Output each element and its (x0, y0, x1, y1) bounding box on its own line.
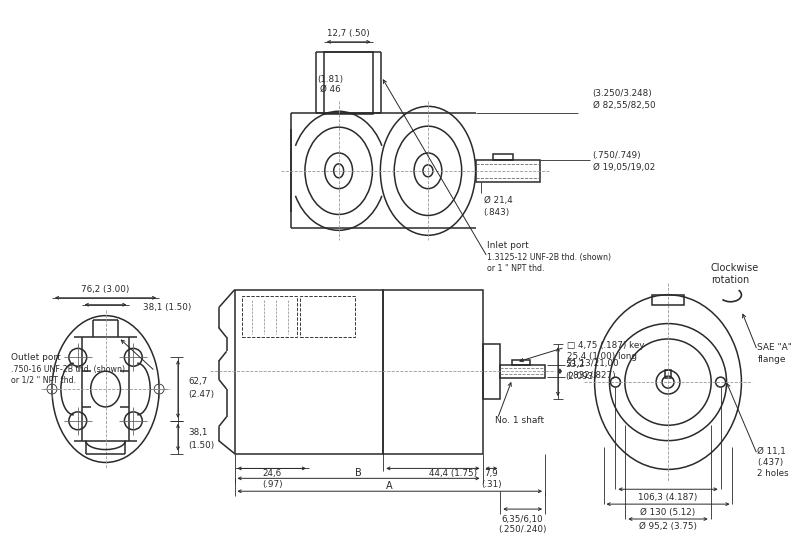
Text: or 1/2 " NPT thd.: or 1/2 " NPT thd. (11, 376, 77, 384)
Text: (.750/.749): (.750/.749) (593, 151, 642, 160)
Text: Ø 82,55/82,50: Ø 82,55/82,50 (593, 101, 655, 110)
Text: 44,4 (1.75): 44,4 (1.75) (429, 469, 477, 478)
Text: 76,2 (3.00): 76,2 (3.00) (82, 285, 130, 294)
Bar (300, 296, 354, 337)
Text: A: A (386, 481, 393, 491)
Text: (.97): (.97) (262, 480, 282, 489)
Text: 12,7 (.50): 12,7 (.50) (327, 29, 370, 39)
Text: Inlet port: Inlet port (487, 241, 530, 250)
Bar (383, 290, 482, 453)
Text: 1.3125-12 UNF-2B thd. (shown): 1.3125-12 UNF-2B thd. (shown) (487, 252, 611, 262)
Text: 24,6: 24,6 (262, 469, 282, 478)
Bar (475, 160, 540, 182)
Text: 7,9: 7,9 (485, 469, 498, 478)
Text: 6,35/6,10: 6,35/6,10 (502, 515, 543, 523)
Text: (.31): (.31) (481, 480, 502, 489)
Bar (500, 365, 545, 378)
Bar (665, 370, 671, 378)
Text: 53,2: 53,2 (565, 360, 584, 369)
Bar (482, 344, 500, 399)
Bar (234, 290, 383, 453)
Text: Ø 130 (5.12): Ø 130 (5.12) (640, 508, 696, 516)
Text: (.437): (.437) (758, 458, 783, 467)
Text: (2.47): (2.47) (188, 389, 214, 399)
Text: flange: flange (758, 355, 786, 364)
Bar (324, 52, 374, 114)
Text: 38,1 (1.50): 38,1 (1.50) (143, 303, 192, 312)
Text: Clockwise: Clockwise (710, 263, 759, 273)
Text: (1.81): (1.81) (318, 75, 344, 84)
Bar (652, 295, 684, 305)
Text: Ø 46: Ø 46 (321, 85, 341, 94)
Text: Outlet port: Outlet port (11, 353, 61, 362)
Text: Ø 21,4: Ø 21,4 (483, 196, 512, 205)
Text: 2 holes: 2 holes (758, 469, 789, 478)
Text: No. 1 shaft: No. 1 shaft (495, 416, 545, 425)
Text: rotation: rotation (710, 275, 749, 285)
Text: 62,7: 62,7 (188, 377, 207, 386)
Bar (512, 361, 530, 365)
Text: (2.093): (2.093) (565, 371, 597, 381)
Text: □ 4,75 (.187) key: □ 4,75 (.187) key (567, 341, 644, 350)
Text: Ø 19,05/19,02: Ø 19,05/19,02 (593, 163, 655, 172)
Text: (.832/.827): (.832/.827) (567, 371, 615, 380)
Text: Ø 11,1: Ø 11,1 (758, 447, 786, 456)
Text: 38,1: 38,1 (188, 428, 207, 437)
Text: Ø 95,2 (3.75): Ø 95,2 (3.75) (639, 522, 697, 532)
Text: B: B (355, 469, 362, 478)
Text: (3.250/3.248): (3.250/3.248) (593, 89, 652, 98)
Text: 21,13/21,00: 21,13/21,00 (567, 359, 619, 368)
Text: SAE "A": SAE "A" (758, 343, 792, 352)
Text: or 1 " NPT thd.: or 1 " NPT thd. (487, 263, 545, 273)
Text: 106,3 (4.187): 106,3 (4.187) (638, 493, 698, 502)
Text: (.250/.240): (.250/.240) (498, 526, 546, 534)
Text: .750-16 UNF-2B thd. (shown): .750-16 UNF-2B thd. (shown) (11, 365, 126, 374)
Bar (242, 296, 297, 337)
Text: (.843): (.843) (483, 208, 510, 217)
Text: (1.50): (1.50) (188, 441, 214, 450)
Text: 25,4 (1.00) long: 25,4 (1.00) long (567, 352, 637, 361)
Bar (494, 154, 514, 160)
